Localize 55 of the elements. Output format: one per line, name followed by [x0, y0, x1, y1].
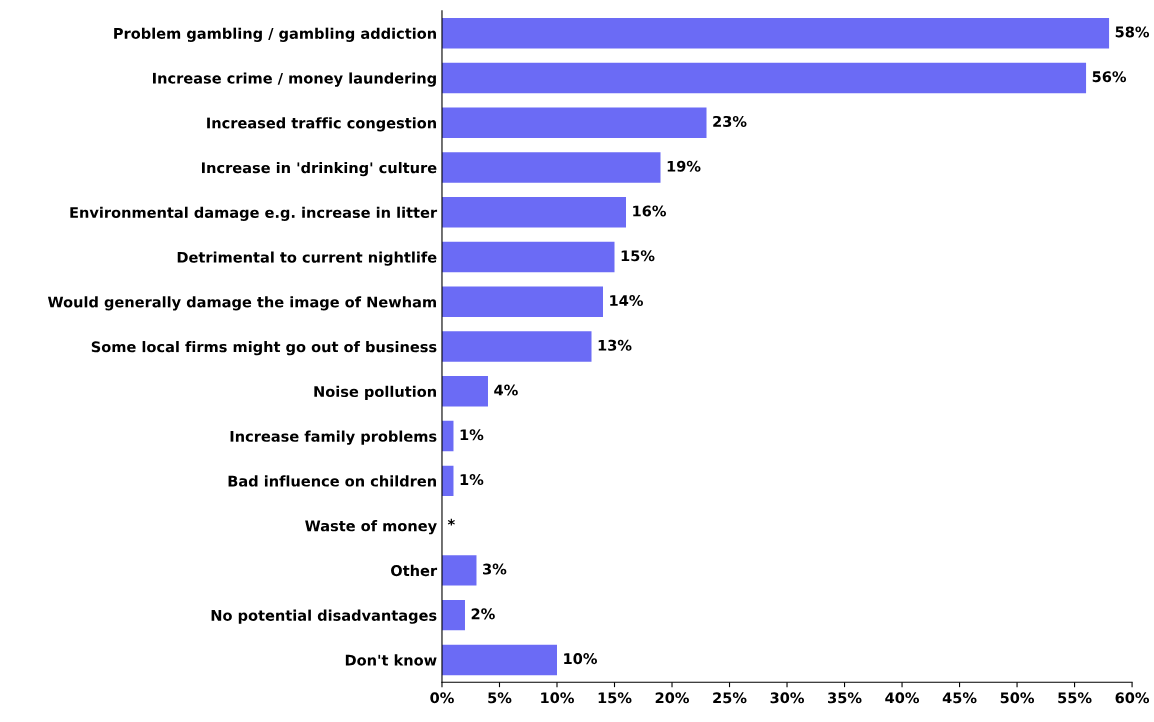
data-label: 14%: [610, 295, 643, 307]
x-tick-label: 25%: [713, 692, 747, 704]
bar: [441, 644, 557, 676]
y-tick-label: Would generally damage the image of Newham: [47, 296, 436, 311]
y-tick-label: Some local firms might go out of business: [91, 341, 437, 356]
bar: [441, 331, 592, 362]
y-tick-label: Increased traffic congestion: [207, 117, 436, 132]
x-tick-label: 5%: [488, 692, 512, 704]
x-tick-label: 0%: [430, 692, 454, 704]
data-label: 19%: [667, 160, 701, 172]
data-label: 4%: [494, 384, 518, 396]
bar: [441, 17, 1110, 49]
data-label: 56%: [1092, 71, 1127, 83]
bar: [441, 107, 707, 138]
data-label: 3%: [483, 563, 507, 575]
x-tick-label: 35%: [828, 692, 862, 704]
data-label: 1%: [460, 474, 484, 486]
y-tick-label: Don't know: [345, 654, 437, 666]
bar: [441, 152, 661, 183]
data-label: *: [447, 518, 455, 526]
y-tick-label: Problem gambling / gambling addiction: [114, 27, 436, 42]
data-label: 1%: [460, 429, 484, 441]
y-tick-label: No potential disadvantages: [211, 609, 437, 624]
x-tick-label: 60%: [1115, 692, 1150, 704]
y-tick-label: Increase in 'drinking' culture: [201, 161, 437, 177]
bar: [441, 599, 465, 631]
bar: [441, 62, 1087, 94]
x-tick-label: 40%: [885, 692, 920, 704]
bar: [441, 376, 488, 407]
y-tick-label: Bad influence on children: [228, 475, 436, 487]
x-tick-label: 20%: [655, 692, 689, 704]
x-tick-label: 50%: [1000, 692, 1035, 704]
y-tick-label: Environmental damage e.g. increase in litter: [70, 206, 438, 221]
x-tick-label: 45%: [942, 692, 977, 704]
x-tick-label: 55%: [1058, 692, 1092, 704]
data-label: 2%: [471, 608, 495, 620]
y-tick-label: Waste of money: [305, 520, 437, 535]
data-label: 16%: [633, 205, 666, 217]
x-tick-label: 30%: [770, 692, 805, 704]
y-tick-label: Detrimental to current nightlife: [177, 251, 437, 266]
data-label: 15%: [621, 250, 655, 262]
x-tick-label: 15%: [598, 692, 632, 704]
y-tick-label: Increase crime / money laundering: [153, 72, 436, 87]
bar: [441, 197, 627, 228]
data-label: 10%: [564, 653, 597, 665]
y-tick-label: Increase family problems: [230, 430, 437, 445]
bar: [441, 241, 615, 273]
bar: [441, 286, 603, 318]
data-label: 23%: [713, 115, 747, 127]
data-label: 13%: [598, 339, 632, 351]
x-tick-label: 10%: [541, 692, 574, 704]
bar: [441, 555, 477, 586]
data-label: 58%: [1115, 26, 1150, 38]
y-tick-label: Other: [391, 564, 438, 577]
y-tick-label: Noise pollution: [314, 385, 436, 400]
